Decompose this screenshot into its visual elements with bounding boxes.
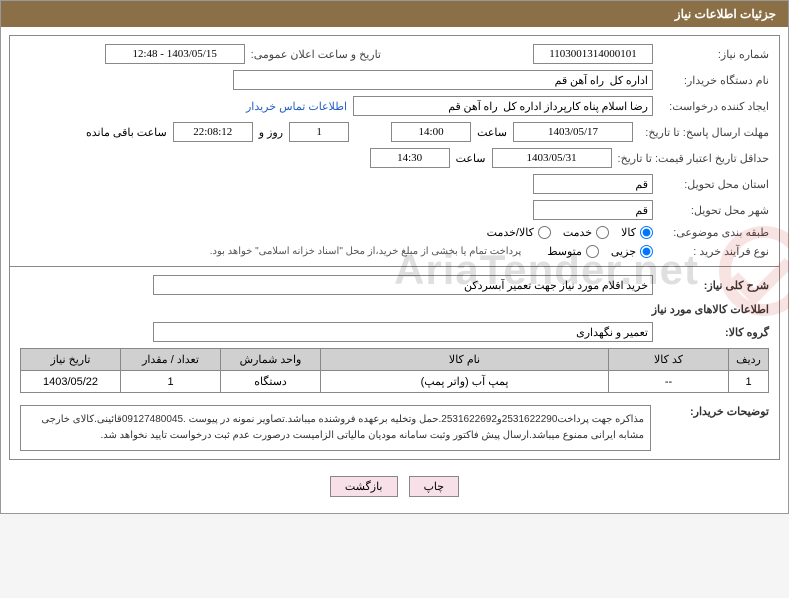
panel-header: جزئیات اطلاعات نیاز — [1, 1, 788, 27]
response-deadline-label: مهلت ارسال پاسخ: تا تاریخ: — [639, 126, 769, 139]
city-label: شهر محل تحویل: — [659, 204, 769, 217]
buyer-notes-box: مذاکره جهت پرداخت2531622290و2531622692.ح… — [20, 405, 651, 451]
subject-radio-group: کالا خدمت کالا/خدمت — [487, 226, 653, 239]
goods-group-label: گروه کالا: — [659, 326, 769, 339]
print-button[interactable]: چاپ — [409, 476, 460, 497]
table-header-row: ردیف کد کالا نام کالا واحد شمارش تعداد /… — [21, 349, 769, 371]
time-label-1: ساعت — [477, 126, 507, 139]
days-and-label: روز و — [259, 126, 283, 139]
row-city: شهر محل تحویل: — [20, 200, 769, 220]
back-button[interactable]: بازگشت — [330, 476, 398, 497]
announce-input[interactable] — [105, 44, 245, 64]
response-date-input[interactable] — [513, 122, 633, 142]
th-date: تاریخ نیاز — [21, 349, 121, 371]
table-row: 1 -- پمپ آب (واتر پمپ) دستگاه 1 1403/05/… — [21, 371, 769, 393]
requester-input[interactable] — [353, 96, 653, 116]
panel-title: جزئیات اطلاعات نیاز — [675, 7, 776, 21]
city-input[interactable] — [533, 200, 653, 220]
goods-table: ردیف کد کالا نام کالا واحد شمارش تعداد /… — [20, 348, 769, 393]
row-purchase-type: نوع فرآیند خرید : جزیی متوسط پرداخت تمام… — [20, 245, 769, 258]
row-response-deadline: مهلت ارسال پاسخ: تا تاریخ: ساعت روز و سا… — [20, 122, 769, 142]
content-area: AriaTender.net شماره نیاز: تاریخ و ساعت … — [1, 27, 788, 513]
radio-kala[interactable]: کالا — [621, 226, 653, 239]
price-date-input[interactable] — [492, 148, 612, 168]
goods-info-title: اطلاعات کالاهای مورد نیاز — [20, 303, 769, 316]
response-time-input[interactable] — [391, 122, 471, 142]
row-subject-class: طبقه بندی موضوعی: کالا خدمت کالا/خدمت — [20, 226, 769, 239]
general-desc-label: شرح کلی نیاز: — [659, 279, 769, 292]
need-no-label: شماره نیاز: — [659, 48, 769, 61]
radio-both[interactable]: کالا/خدمت — [487, 226, 551, 239]
buyer-notes-label: توضیحات خریدار: — [659, 399, 769, 418]
row-general-desc: شرح کلی نیاز: — [20, 275, 769, 295]
th-qty: تعداد / مقدار — [121, 349, 221, 371]
td-code: -- — [609, 371, 729, 393]
buyer-org-label: نام دستگاه خریدار: — [659, 74, 769, 87]
purchase-radio-group: جزیی متوسط — [547, 245, 653, 258]
row-requester: ایجاد کننده درخواست: اطلاعات تماس خریدار — [20, 96, 769, 116]
countdown-suffix: ساعت باقی مانده — [86, 126, 167, 139]
details-section: AriaTender.net شماره نیاز: تاریخ و ساعت … — [9, 35, 780, 460]
td-date: 1403/05/22 — [21, 371, 121, 393]
purchase-note: پرداخت تمام یا بخشی از مبلغ خرید،از محل … — [210, 246, 522, 257]
radio-khadmat[interactable]: خدمت — [563, 226, 609, 239]
td-unit: دستگاه — [221, 371, 321, 393]
time-label-2: ساعت — [456, 152, 486, 165]
radio-medium[interactable]: متوسط — [547, 245, 599, 258]
announce-label: تاریخ و ساعت اعلان عمومی: — [251, 48, 381, 61]
td-row: 1 — [729, 371, 769, 393]
requester-label: ایجاد کننده درخواست: — [659, 100, 769, 113]
row-goods-group: گروه کالا: — [20, 322, 769, 342]
province-label: استان محل تحویل: — [659, 178, 769, 191]
th-name: نام کالا — [321, 349, 609, 371]
row-price-validity: حداقل تاریخ اعتبار قیمت: تا تاریخ: ساعت — [20, 148, 769, 168]
row-need-number: شماره نیاز: تاریخ و ساعت اعلان عمومی: — [20, 44, 769, 64]
th-code: کد کالا — [609, 349, 729, 371]
subject-class-label: طبقه بندی موضوعی: — [659, 226, 769, 239]
contact-link[interactable]: اطلاعات تماس خریدار — [246, 100, 347, 113]
province-input[interactable] — [533, 174, 653, 194]
main-panel: جزئیات اطلاعات نیاز AriaTender.net شماره… — [0, 0, 789, 514]
buyer-org-input[interactable] — [233, 70, 653, 90]
th-row: ردیف — [729, 349, 769, 371]
price-time-input[interactable] — [370, 148, 450, 168]
days-input[interactable] — [289, 122, 349, 142]
purchase-type-label: نوع فرآیند خرید : — [659, 245, 769, 258]
td-name: پمپ آب (واتر پمپ) — [321, 371, 609, 393]
row-buyer-notes: توضیحات خریدار: مذاکره جهت پرداخت2531622… — [20, 399, 769, 451]
radio-partial[interactable]: جزیی — [611, 245, 653, 258]
row-buyer-org: نام دستگاه خریدار: — [20, 70, 769, 90]
td-qty: 1 — [121, 371, 221, 393]
general-desc-input[interactable] — [153, 275, 653, 295]
button-row: چاپ بازگشت — [9, 468, 780, 505]
th-unit: واحد شمارش — [221, 349, 321, 371]
row-province: استان محل تحویل: — [20, 174, 769, 194]
countdown-input[interactable] — [173, 122, 253, 142]
need-no-input[interactable] — [533, 44, 653, 64]
price-validity-label: حداقل تاریخ اعتبار قیمت: تا تاریخ: — [618, 152, 769, 165]
goods-group-input[interactable] — [153, 322, 653, 342]
